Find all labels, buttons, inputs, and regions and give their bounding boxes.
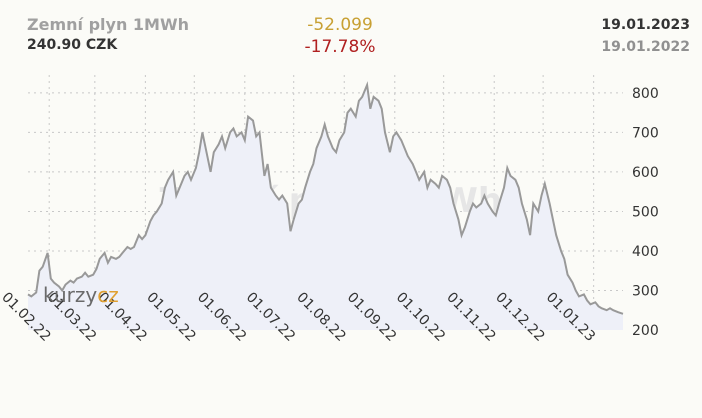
y-tick-label: 500 xyxy=(632,204,659,220)
y-tick-label: 300 xyxy=(632,283,659,299)
logo: kurzycz xyxy=(43,283,119,307)
price-line xyxy=(27,81,624,315)
current-price: 240.90 CZK xyxy=(27,37,118,53)
y-axis-labels: 200 300 400 500 600 700 800 xyxy=(632,86,659,339)
logo-part2: cz xyxy=(97,283,119,307)
y-tick-label: 400 xyxy=(632,244,659,260)
logo-part1: kurzy xyxy=(43,283,97,307)
y-tick-label: 600 xyxy=(632,165,659,181)
change-absolute: -52.099 xyxy=(307,15,373,35)
date-to: 19.01.2023 xyxy=(601,17,690,33)
y-tick-label: 800 xyxy=(632,86,659,102)
y-tick-label: 200 xyxy=(632,323,659,339)
price-area xyxy=(28,85,623,330)
change-percent: -17.78% xyxy=(304,37,376,57)
date-from: 19.01.2022 xyxy=(601,39,690,55)
y-tick-label: 700 xyxy=(632,125,659,141)
instrument-title: Zemní plyn 1MWh xyxy=(27,15,189,34)
